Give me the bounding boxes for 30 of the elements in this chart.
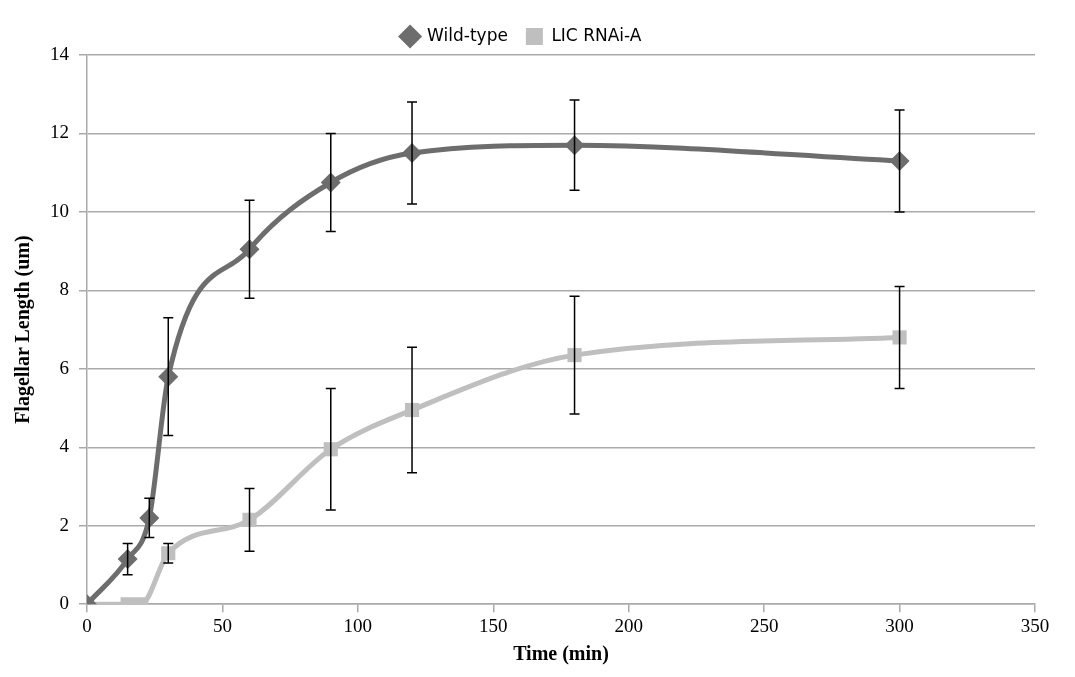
y-axis-title: Flagellar Length (um): [11, 235, 35, 424]
y-tick-label: 8: [59, 278, 69, 300]
point: [161, 546, 176, 561]
x-tick-label: 150: [479, 614, 508, 636]
point: [892, 330, 907, 345]
point: [242, 512, 257, 527]
point: [564, 135, 585, 156]
point: [239, 239, 260, 260]
x-tick-label: 200: [614, 614, 643, 636]
x-tick-label: 250: [749, 614, 779, 636]
y-tick-label: 12: [50, 121, 69, 143]
x-tick-label: 300: [885, 614, 914, 636]
point: [139, 507, 160, 528]
y-tick-label: 0: [59, 592, 69, 614]
y-tick-label: 6: [59, 356, 69, 378]
y-tick-label: 4: [59, 435, 70, 457]
point: [889, 150, 910, 171]
point: [567, 348, 582, 363]
x-tick-label: 350: [1020, 614, 1050, 636]
x-tick-label: 50: [212, 614, 232, 636]
x-axis-title: Time (min): [513, 642, 609, 666]
x-tick-label: 100: [343, 614, 373, 636]
y-tick-label: 14: [50, 42, 70, 64]
legend-label: LIC RNAi-A: [551, 24, 642, 45]
y-tick-label: 10: [50, 199, 69, 221]
x-tick-label: 0: [82, 614, 92, 636]
legend-label: Wild-type: [427, 24, 508, 45]
point: [158, 366, 179, 387]
y-tick-label: 2: [59, 513, 69, 535]
point: [117, 549, 138, 570]
